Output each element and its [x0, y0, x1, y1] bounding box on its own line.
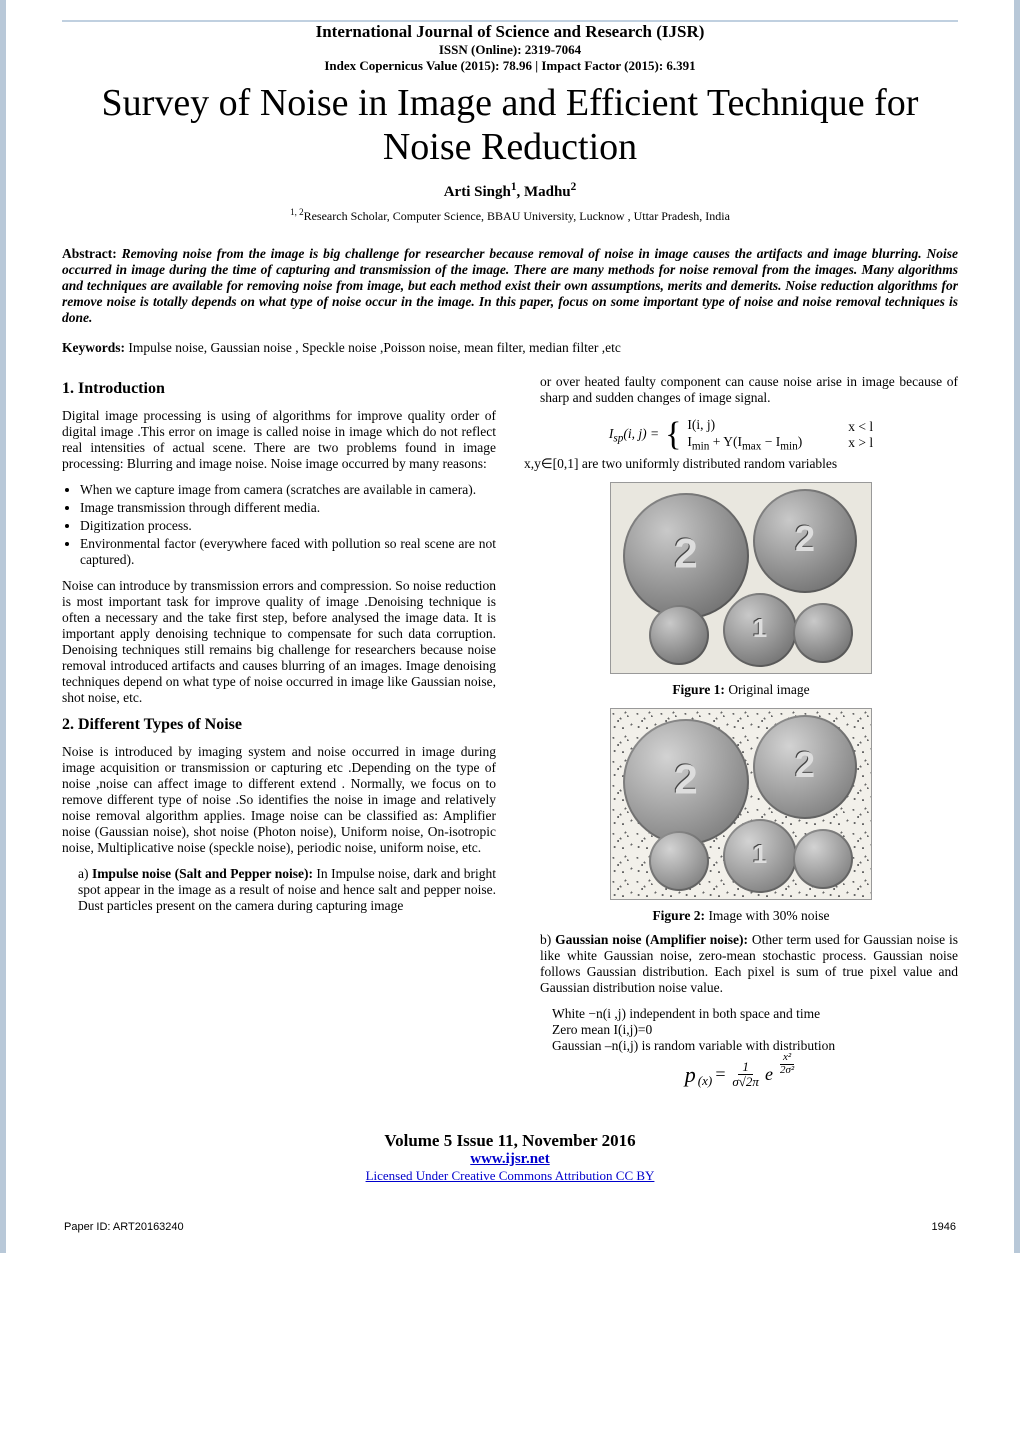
s2-p1: Noise is introduced by imaging system an…	[62, 744, 496, 856]
eq-exp-den: 2σ²	[777, 1065, 797, 1077]
eq-cases: I(i, j) Imin + Y(Imax − Imin)	[687, 417, 802, 454]
coin-icon	[649, 605, 709, 665]
footer: Volume 5 Issue 11, November 2016 www.ijs…	[62, 1131, 958, 1185]
eq-conds: x < l x > l	[848, 419, 873, 453]
figure-2: 2 2 1	[524, 708, 958, 904]
eq-lhs: Isp(i, j) =	[609, 426, 659, 445]
item-b-line2: Zero mean I(i,j)=0	[552, 1022, 958, 1038]
columns: 1. Introduction Digital image processing…	[62, 374, 958, 1094]
authors: Arti Singh1, Madhu2	[62, 181, 958, 201]
item-b: b) Gaussian noise (Amplifier noise): Oth…	[540, 932, 958, 996]
item-a-text-part2: or over heated faulty component can caus…	[540, 374, 958, 406]
list-item: Environmental factor (everywhere faced w…	[80, 536, 496, 568]
journal-issn: ISSN (Online): 2319-7064	[62, 42, 958, 58]
page: International Journal of Science and Res…	[0, 0, 1020, 1253]
coin-icon: 2	[753, 715, 857, 819]
keywords: Keywords: Impulse noise, Gaussian noise …	[62, 340, 958, 356]
item-b-line3: Gaussian –n(i,j) is random variable with…	[552, 1038, 958, 1054]
item-b-lines: White −n(i ,j) independent in both space…	[552, 1006, 958, 1054]
list-item: Image transmission through different med…	[80, 500, 496, 516]
figure-1-image: 2 2 1	[610, 482, 872, 674]
journal-header: International Journal of Science and Res…	[62, 22, 958, 74]
gaussian-equation: p(x) = 1 σ√2π e x² 2σ²	[524, 1060, 958, 1088]
fig2-label: Figure 2:	[652, 908, 705, 923]
eq-x: (x)	[698, 1073, 712, 1089]
item-a-label: Impulse noise (Salt and Pepper noise):	[92, 866, 313, 881]
abstract: Abstract: Removing noise from the image …	[62, 246, 958, 326]
affiliation: 1, 2Research Scholar, Computer Science, …	[62, 207, 958, 224]
list-item: Digitization process.	[80, 518, 496, 534]
eq-p: p	[685, 1062, 696, 1088]
coin-icon: 2	[623, 493, 749, 619]
eq-e: e	[765, 1064, 773, 1085]
eq-exp: x² 2σ²	[777, 1052, 797, 1076]
abstract-text: Removing noise from the image is big cha…	[62, 246, 958, 325]
footer-volume: Volume 5 Issue 11, November 2016	[62, 1131, 958, 1151]
fig1-label: Figure 1:	[672, 682, 725, 697]
eq-cond2: x > l	[848, 435, 873, 450]
journal-meta: Index Copernicus Value (2015): 78.96 | I…	[62, 58, 958, 74]
eq-frac-num: 1	[738, 1060, 753, 1075]
coin-icon: 2	[753, 489, 857, 593]
coin-icon	[793, 829, 853, 889]
paper-id: Paper ID: ART20163240	[64, 1221, 184, 1233]
item-a: a) Impulse noise (Salt and Pepper noise)…	[78, 866, 496, 914]
figure-1-caption: Figure 1: Original image	[524, 682, 958, 698]
eq-brace: {	[665, 416, 681, 454]
item-a-marker: a)	[78, 866, 92, 881]
s1-bullets: When we capture image from camera (scrat…	[62, 482, 496, 568]
eq-note: x,y∈[0,1] are two uniformly distributed …	[524, 456, 958, 472]
item-b-line1: White −n(i ,j) independent in both space…	[552, 1006, 958, 1022]
paper-title: Survey of Noise in Image and Efficient T…	[62, 82, 958, 169]
eq-eq: =	[714, 1064, 726, 1085]
right-column: or over heated faulty component can caus…	[524, 374, 958, 1094]
bottom-bar: Paper ID: ART20163240 1946	[62, 1221, 958, 1233]
list-item: When we capture image from camera (scrat…	[80, 482, 496, 498]
section-2-heading: 2. Different Types of Noise	[62, 716, 496, 734]
journal-title: International Journal of Science and Res…	[62, 22, 958, 42]
eq-frac-den: σ√2π	[728, 1075, 763, 1089]
footer-url-link[interactable]: www.ijsr.net	[470, 1151, 549, 1167]
s1-p1: Digital image processing is using of alg…	[62, 408, 496, 472]
keywords-text: Impulse noise, Gaussian noise , Speckle …	[125, 340, 621, 355]
left-column: 1. Introduction Digital image processing…	[62, 374, 496, 1094]
coin-icon: 2	[623, 719, 749, 845]
keywords-label: Keywords:	[62, 340, 125, 355]
page-number: 1946	[932, 1221, 956, 1233]
eq-case1: I(i, j)	[687, 417, 715, 432]
fig1-text: Original image	[725, 682, 810, 697]
abstract-label: Abstract:	[62, 246, 117, 261]
section-1-heading: 1. Introduction	[62, 380, 496, 398]
item-b-marker: b)	[540, 932, 555, 947]
footer-license-link[interactable]: Licensed Under Creative Commons Attribut…	[366, 1168, 655, 1183]
eq-frac: 1 σ√2π	[728, 1060, 763, 1088]
coin-icon	[793, 603, 853, 663]
s1-p2: Noise can introduce by transmission erro…	[62, 578, 496, 706]
figure-1: 2 2 1	[524, 482, 958, 678]
impulse-equation: Isp(i, j) = { I(i, j) Imin + Y(Imax − Im…	[524, 416, 958, 454]
coin-icon	[649, 831, 709, 891]
figure-2-caption: Figure 2: Image with 30% noise	[524, 908, 958, 924]
coin-icon: 1	[723, 593, 797, 667]
figure-2-image: 2 2 1	[610, 708, 872, 900]
item-b-label: Gaussian noise (Amplifier noise):	[555, 932, 748, 947]
fig2-text: Image with 30% noise	[705, 908, 829, 923]
coin-icon: 1	[723, 819, 797, 893]
eq-case2: Imin + Y(Imax − Imin)	[687, 434, 802, 449]
eq-cond1: x < l	[848, 419, 873, 434]
